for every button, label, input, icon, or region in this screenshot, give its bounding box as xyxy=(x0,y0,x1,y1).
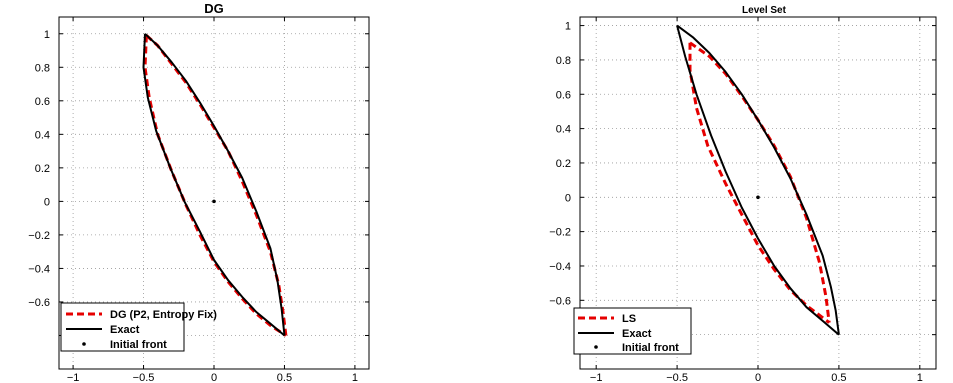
ls-xtick-label: 0 xyxy=(755,372,761,383)
dg-ytick-label: 0.4 xyxy=(35,129,50,141)
ls-series-exact-lower-line xyxy=(676,25,840,336)
dg-legend-box xyxy=(60,302,185,352)
dg-series-exact-upper-line xyxy=(144,33,286,336)
dg-xtick-label: 0 xyxy=(211,372,217,383)
dg-legend: DG (P2, Entropy Fix) Exact Initial front xyxy=(60,302,217,352)
dg-grid xyxy=(59,17,369,369)
chart-dg: DG −1 −0.5 0 0.5 1 1 0.8 0.6 0.4 0.2 0 −0.2 −0.4 −0.6… xyxy=(28,1,370,383)
ls-xtick-label: −0.5 xyxy=(666,372,688,383)
ls-grid xyxy=(580,17,936,369)
dg-legend-swatch-initial xyxy=(82,342,86,346)
ls-ytick-label: 0.6 xyxy=(556,89,571,101)
dg-ytick-label: 0.8 xyxy=(35,62,50,74)
dg-ticks: −1 −0.5 0 0.5 1 1 0.8 0.6 0.4 0.2 0 −0.2 −0.4 −0.6 xyxy=(28,17,369,383)
dg-legend-label-initial: Initial front xyxy=(110,339,167,351)
dg-xtick-label: −1 xyxy=(67,372,80,383)
dg-xtick-label: 0.5 xyxy=(277,372,292,383)
dg-series-initial-front-point xyxy=(212,199,216,204)
ls-ytick-label: −0.2 xyxy=(549,227,571,239)
dg-legend-label-exact: Exact xyxy=(110,324,140,336)
ls-legend-box xyxy=(573,307,692,355)
dg-ytick-label: −0.2 xyxy=(28,230,50,242)
dg-title: DG xyxy=(204,1,224,16)
ls-series-exact-upper-line xyxy=(676,24,840,335)
ls-ytick-label: 1 xyxy=(565,21,571,33)
ls-ytick-label: 0.8 xyxy=(556,55,571,67)
ls-ytick-label: −0.6 xyxy=(549,295,571,307)
chart-level-set: Level Set −1 −0.5 0 0.5 1 1 0.8 0.6 0.4 0.2 0 −0.2 −… xyxy=(549,5,937,383)
dg-series-approx-lower-line xyxy=(143,35,287,337)
dg-xtick-label: 1 xyxy=(352,372,358,383)
dg-ytick-label: 0 xyxy=(44,196,50,208)
ls-ytick-label: 0.4 xyxy=(556,124,571,136)
dg-ytick-label: −0.4 xyxy=(28,263,50,275)
ls-title: Level Set xyxy=(742,5,787,16)
dg-ytick-label: −0.6 xyxy=(28,297,50,309)
ls-ytick-label: 0 xyxy=(565,192,571,204)
dg-ytick-label: 1 xyxy=(44,29,50,41)
ls-legend-label-exact: Exact xyxy=(622,328,652,340)
dg-series xyxy=(142,33,288,337)
ls-xtick-label: 0.5 xyxy=(831,372,846,383)
ls-legend-swatch-initial xyxy=(594,345,598,349)
ls-legend-label-initial: Initial front xyxy=(622,342,679,354)
dg-ytick-label: 0.2 xyxy=(35,163,50,175)
ls-ytick-label: −0.4 xyxy=(549,261,571,273)
dg-series-exact-lower-line xyxy=(142,33,286,337)
ls-xtick-label: −1 xyxy=(590,372,603,383)
ls-ytick-label: 0.2 xyxy=(556,158,571,170)
dg-legend-label-dg: DG (P2, Entropy Fix) xyxy=(110,309,217,321)
dg-xtick-label: −0.5 xyxy=(133,372,155,383)
dg-ytick-label: 0.6 xyxy=(35,96,50,108)
ls-series-initial-front-point xyxy=(756,195,760,200)
ls-series xyxy=(676,24,840,336)
ls-xtick-label: 1 xyxy=(917,372,923,383)
ls-legend-label-ls: LS xyxy=(622,313,636,325)
ls-legend: LS Exact Initial front xyxy=(573,307,692,355)
